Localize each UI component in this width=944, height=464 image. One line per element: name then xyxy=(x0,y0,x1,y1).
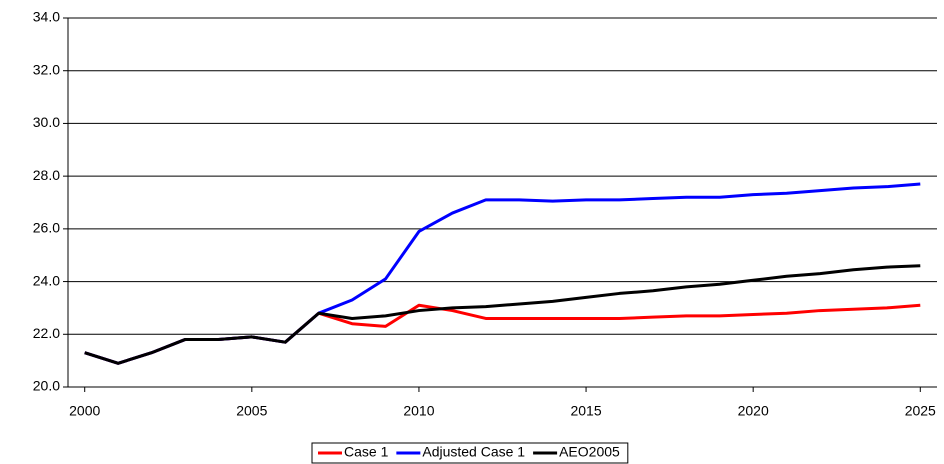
legend-label: Adjusted Case 1 xyxy=(422,444,525,460)
legend-box xyxy=(311,442,629,464)
y-tick-label: 20.0 xyxy=(33,378,60,394)
legend: Case 1 Adjusted Case 1 AEO2005 xyxy=(311,442,629,464)
series-line xyxy=(84,182,921,365)
y-tick-label: 32.0 xyxy=(33,61,60,77)
y-tick-label: 30.0 xyxy=(33,114,60,130)
legend-label: Case 1 xyxy=(344,444,389,460)
y-tick-label: 24.0 xyxy=(33,272,60,288)
x-tick-label: 2005 xyxy=(236,403,267,419)
x-tick-label: 2020 xyxy=(738,403,769,419)
y-tick-label: 22.0 xyxy=(33,325,60,341)
x-tick-label: 2015 xyxy=(570,403,601,419)
series-line xyxy=(84,264,921,365)
legend-label: AEO2005 xyxy=(559,444,620,460)
x-tick-label: 2010 xyxy=(403,403,434,419)
x-tick-label: 2000 xyxy=(69,403,100,419)
y-tick-label: 28.0 xyxy=(33,167,60,183)
y-tick-label: 26.0 xyxy=(33,220,60,236)
y-tick-label: 34.0 xyxy=(33,9,60,25)
x-tick-label: 2025 xyxy=(905,403,936,419)
